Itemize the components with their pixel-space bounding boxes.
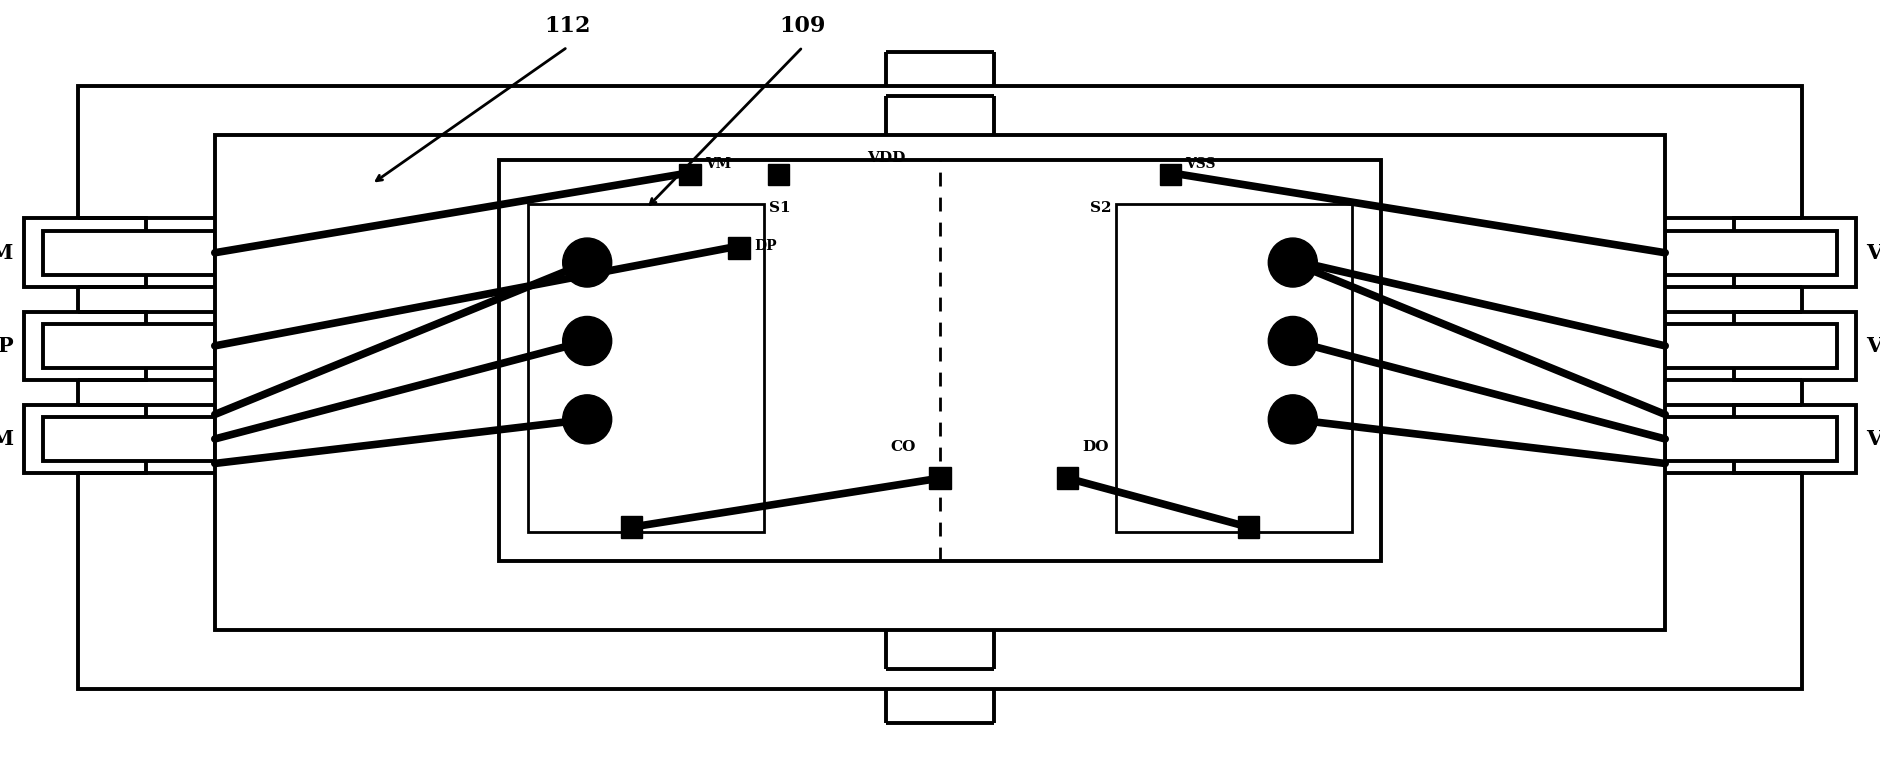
- Text: S1: S1: [769, 201, 790, 215]
- Bar: [1733, 405, 1856, 474]
- Text: VSS: VSS: [1867, 336, 1880, 356]
- Circle shape: [1269, 238, 1318, 287]
- Bar: [43, 324, 214, 368]
- Bar: [24, 405, 147, 474]
- Text: VSS: VSS: [1184, 157, 1216, 171]
- Text: DP: DP: [0, 336, 13, 356]
- Text: DP: DP: [754, 239, 776, 253]
- Bar: [24, 312, 147, 381]
- Bar: [43, 231, 214, 275]
- Text: 109: 109: [780, 16, 825, 37]
- Bar: [1117, 204, 1352, 532]
- Bar: [214, 135, 1666, 630]
- Text: DO: DO: [1083, 439, 1109, 453]
- Text: S2: S2: [1090, 201, 1111, 215]
- Text: VM: VM: [0, 243, 13, 263]
- Bar: [43, 417, 214, 461]
- Circle shape: [1269, 394, 1318, 444]
- Text: VM: VM: [705, 157, 731, 171]
- Bar: [24, 219, 147, 287]
- Bar: [1237, 516, 1260, 538]
- Text: OUTM: OUTM: [0, 429, 13, 449]
- Text: VCC: VCC: [1867, 243, 1880, 263]
- Bar: [1666, 417, 1837, 461]
- Bar: [498, 160, 1382, 561]
- Bar: [1160, 164, 1181, 185]
- Bar: [1733, 312, 1856, 381]
- Bar: [679, 164, 701, 185]
- Bar: [1666, 231, 1837, 275]
- Bar: [1057, 467, 1079, 489]
- Bar: [929, 467, 951, 489]
- Bar: [620, 516, 643, 538]
- Text: CO: CO: [889, 439, 916, 453]
- Circle shape: [562, 316, 611, 366]
- Text: 112: 112: [545, 16, 590, 37]
- Circle shape: [562, 238, 611, 287]
- Bar: [767, 164, 790, 185]
- Circle shape: [562, 394, 611, 444]
- Bar: [77, 86, 1803, 689]
- Bar: [1666, 324, 1837, 368]
- Bar: [528, 204, 763, 532]
- Text: VDD: VDD: [867, 150, 906, 164]
- Bar: [728, 237, 750, 259]
- Text: VSS1: VSS1: [1867, 429, 1880, 449]
- Circle shape: [1269, 316, 1318, 366]
- Bar: [1733, 219, 1856, 287]
